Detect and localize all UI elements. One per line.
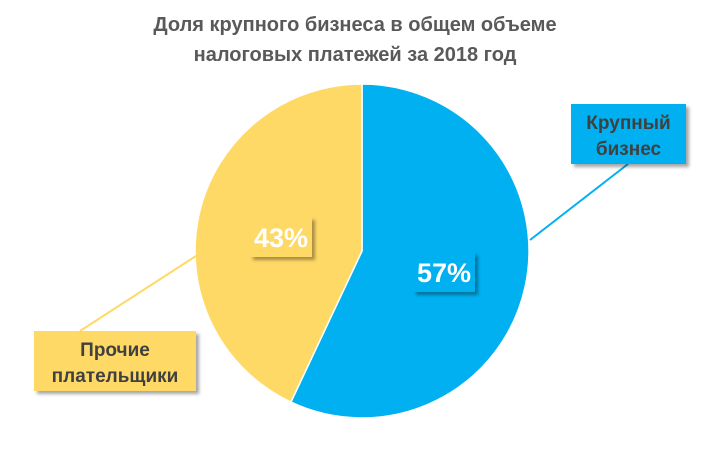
category-label-2: Прочие плательщики [52,340,179,387]
category-label-box-2 [34,331,196,391]
value-label-box-2 [250,217,312,257]
leader-line-2 [79,255,197,332]
chart-title-line-1: Доля крупного бизнеса в общем объеме [153,14,557,36]
value-label-1: 57% [417,258,471,288]
category-label-line: Крупный [586,113,670,134]
data-labels: 57% Крупный бизнес 43% Прочие плательщики [34,104,686,391]
leader-lines [79,163,629,332]
chart-title-line-2: налоговых платежей за 2018 год [193,44,517,66]
category-label-line: Прочие [80,340,150,361]
pie-slices [194,83,530,419]
category-label-1: Крупный бизнес [586,113,670,160]
chart-title: Доля крупного бизнеса в общем объеме нал… [0,10,710,70]
category-label-line: плательщики [52,366,179,387]
category-label-line: бизнес [596,139,662,160]
leader-line-1 [529,163,629,241]
value-label-2: 43% [254,223,308,253]
category-label-box-1 [571,104,686,164]
value-label-box-1 [413,252,475,292]
pie-slice-1 [289,83,530,419]
